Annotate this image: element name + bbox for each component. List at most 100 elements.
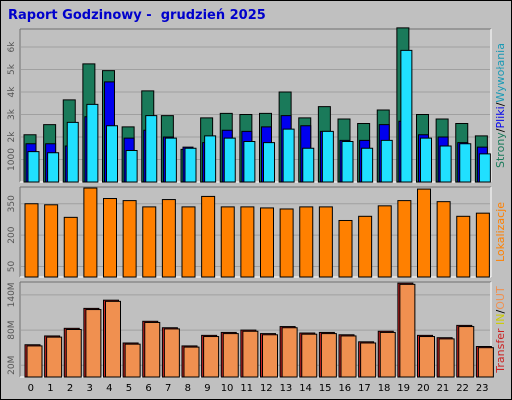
bar-transfer-out [26,345,43,378]
legend-wywolania: Wywołania [494,43,507,103]
x-tick-label: 1 [47,383,53,394]
bar-lokalizacje [475,212,490,278]
bar-transfer-out [477,347,494,378]
bar-wywolania [243,141,256,183]
bar-wywolania [400,49,413,183]
panel-bg [20,29,491,182]
bar-lokalizacje [436,201,451,278]
bar-transfer-out [242,330,259,378]
y-tick-label: 2k [7,131,17,143]
bar-transfer-out [360,342,377,378]
legend-in: IN [494,313,507,324]
bar-wywolania [459,143,472,183]
bar-lokalizacje [240,206,255,278]
x-tick-label: 7 [165,383,171,394]
x-tick-label: 11 [240,383,253,394]
bar-lokalizacje [377,205,392,278]
legend-requests: Strony/Pliki/Wywołania [494,43,507,168]
bar-wywolania [47,152,60,183]
x-tick-label: 5 [126,383,132,394]
x-tick-label: 16 [338,383,351,394]
bar-lokalizacje [417,188,431,278]
y-tick-label: 350 [7,195,17,212]
bar-wywolania [380,139,393,183]
y-tick-label: 20M [7,356,17,375]
bar-lokalizacje [260,207,274,278]
legend-transfer-group: Transfer IN/OUT [494,286,507,374]
bar-lokalizacje [338,219,353,278]
bar-lokalizacje [279,208,294,278]
y-tick-label: 140M [7,282,17,307]
y-tick-label: 5k [7,63,17,75]
legend-separator: / [494,309,507,313]
bar-wywolania [66,121,79,183]
bar-wywolania [478,153,491,183]
bar-wywolania [321,130,334,183]
bar-transfer-out [262,334,278,378]
bar-lokalizacje [318,206,333,278]
bar-wywolania [204,135,217,183]
y-tick-label: 3k [7,108,17,120]
bar-transfer-out [419,336,435,378]
legend-pliki: Pliki [494,106,507,128]
x-tick-label: 22 [456,383,469,394]
bar-transfer-out [105,300,121,378]
x-tick-label: 19 [397,383,410,394]
bar-lokalizacje [122,200,137,278]
y-tick-label: 50 [7,261,17,273]
bar-lokalizacje [161,199,176,278]
bar-wywolania [106,125,118,183]
bar-lokalizacje [397,200,412,278]
bar-lokalizacje [24,203,39,278]
x-tick-label: 17 [358,383,371,394]
bar-transfer-out [399,283,416,378]
bar-transfer-out [458,326,475,378]
panel-transfer: 20M 80M 140M [7,281,494,378]
bar-lokalizacje [63,216,78,278]
x-tick-label: 2 [67,383,73,394]
bar-transfer-out [163,328,180,378]
bar-wywolania [125,150,138,183]
bar-lokalizacje [181,206,196,278]
legend-strony: Strony [494,132,507,168]
bar-lokalizacje [142,206,157,278]
bar-lokalizacje [103,198,117,278]
bar-transfer-out [85,309,102,378]
bar-transfer-out [438,338,455,378]
bar-transfer-out [144,321,161,378]
bar-wywolania [302,147,315,183]
x-tick-label: 15 [319,383,332,394]
bar-wywolania [361,147,374,183]
bar-transfer-out [379,331,396,378]
x-tick-label: 12 [260,383,273,394]
x-tick-label: 3 [87,383,93,394]
y-tick-label: 200 [7,226,17,243]
bar-wywolania [164,137,177,183]
bar-wywolania [145,115,158,183]
x-tick-label: 9 [204,383,210,394]
y-tick-label: 80M [7,320,17,339]
bar-lokalizacje [299,206,314,278]
bar-transfer-out [203,336,220,378]
bar-lokalizacje [44,204,59,278]
bar-transfer-out [183,346,200,378]
y-tick-label: 1000 [7,148,17,171]
x-axis: 0 1 2 3 4 5 6 7 8 9 10 11 12 13 14 15 16 17 18 19 20 21 22 23 [28,383,489,394]
bar-lokalizacje [358,215,373,278]
y-tick-label: 4k [7,86,17,98]
x-tick-label: 13 [280,383,293,394]
bar-transfer-out [320,333,337,378]
x-tick-label: 20 [417,383,430,394]
legend-separator: / [494,128,507,132]
panel-bg [20,187,491,277]
panel-locations: 50 200 350 [7,186,492,278]
y-tick-label: 6k [7,41,17,53]
legend-out: OUT [494,286,507,310]
x-tick-label: 4 [106,383,112,394]
bar-transfer-out [301,333,318,378]
x-tick-label: 23 [476,383,489,394]
bar-transfer-out [340,335,357,378]
x-tick-label: 0 [28,383,34,394]
